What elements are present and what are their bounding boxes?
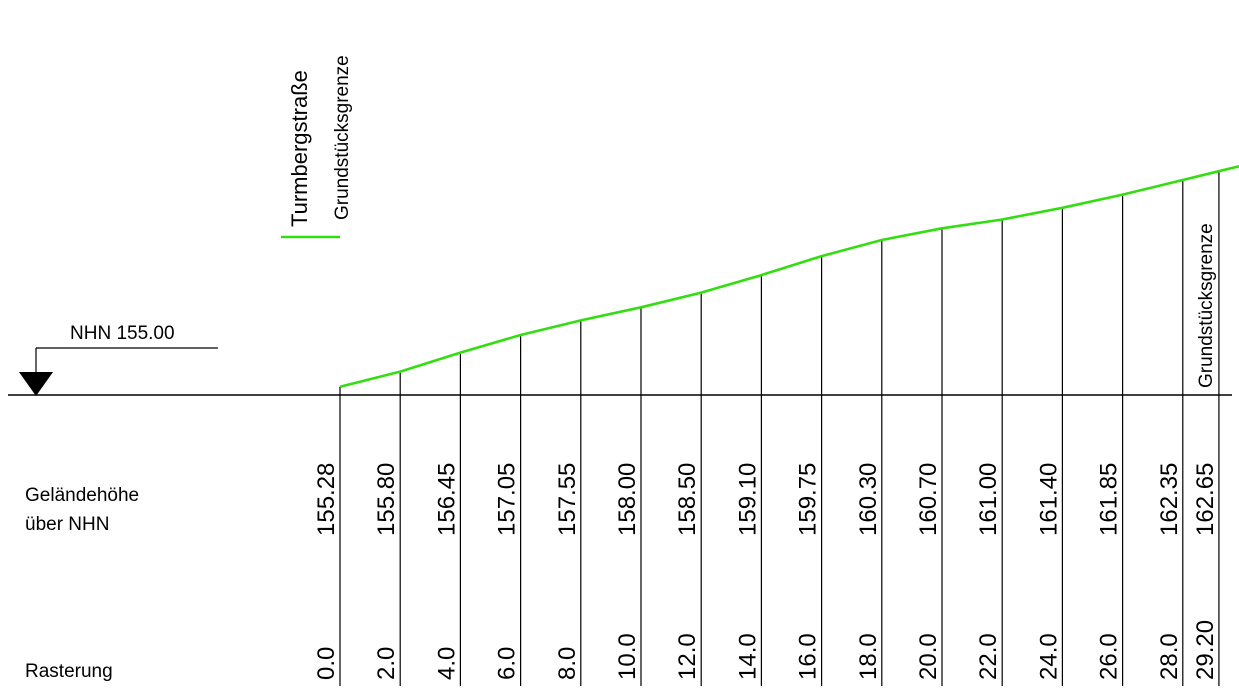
height-value-label: 157.05 [494, 463, 521, 536]
height-value-label: 159.75 [795, 463, 822, 536]
height-value-label: 159.10 [734, 463, 761, 536]
height-value-label: 160.30 [855, 463, 882, 536]
grid-value-label: 28.0 [1156, 633, 1183, 680]
height-value-label: 158.00 [614, 463, 641, 536]
datum-triangle-icon [19, 372, 53, 396]
height-value-label: 155.80 [373, 463, 400, 536]
grid-value-label: 10.0 [614, 633, 641, 680]
height-value-label: 160.70 [915, 463, 942, 536]
height-value-label: 162.35 [1156, 463, 1183, 536]
grid-value-label: 6.0 [494, 647, 521, 680]
grid-value-label: 2.0 [373, 647, 400, 680]
grid-value-label: 18.0 [855, 633, 882, 680]
row-label-grid: Rasterung [25, 661, 113, 682]
boundary-start-label: Grundstücksgrenze [332, 55, 353, 220]
grid-value-label: 20.0 [915, 633, 942, 680]
stations-layer: 155.28 0.0 155.80 2.0 156.45 4.0 157.05 6.0 157.… [313, 171, 1220, 686]
height-value-label: 161.85 [1096, 463, 1123, 536]
grid-value-label: 24.0 [1035, 633, 1062, 680]
height-value-label: 156.45 [433, 463, 460, 536]
datum-label: NHN 155.00 [70, 323, 175, 344]
grid-value-label: 26.0 [1096, 633, 1123, 680]
grid-value-label: 16.0 [795, 633, 822, 680]
height-value-label: 158.50 [674, 463, 701, 536]
height-value-label: 155.28 [313, 463, 340, 536]
height-value-label: 161.40 [1035, 463, 1062, 536]
street-label: Turmbergstraße [287, 70, 312, 227]
grid-value-label: 12.0 [674, 633, 701, 680]
boundary-end-label: Grundstücksgrenze [1196, 223, 1217, 388]
grid-value-label: 14.0 [734, 633, 761, 680]
height-value-label: 157.55 [554, 463, 581, 536]
grid-value-label: 4.0 [433, 647, 460, 680]
height-value-label: 161.00 [975, 463, 1002, 536]
datum-marker: NHN 155.00 [19, 323, 218, 396]
row-label-heights-line1: Geländehöhe [25, 485, 139, 506]
grid-value-label: 0.0 [313, 647, 340, 680]
grid-value-label: 22.0 [975, 633, 1002, 680]
row-label-heights-line2: über NHN [25, 514, 109, 535]
height-value-label: 162.65 [1192, 463, 1219, 536]
grid-value-label: 8.0 [554, 647, 581, 680]
grid-value-label: 29.20 [1192, 620, 1219, 680]
terrain-line [339, 165, 1239, 389]
